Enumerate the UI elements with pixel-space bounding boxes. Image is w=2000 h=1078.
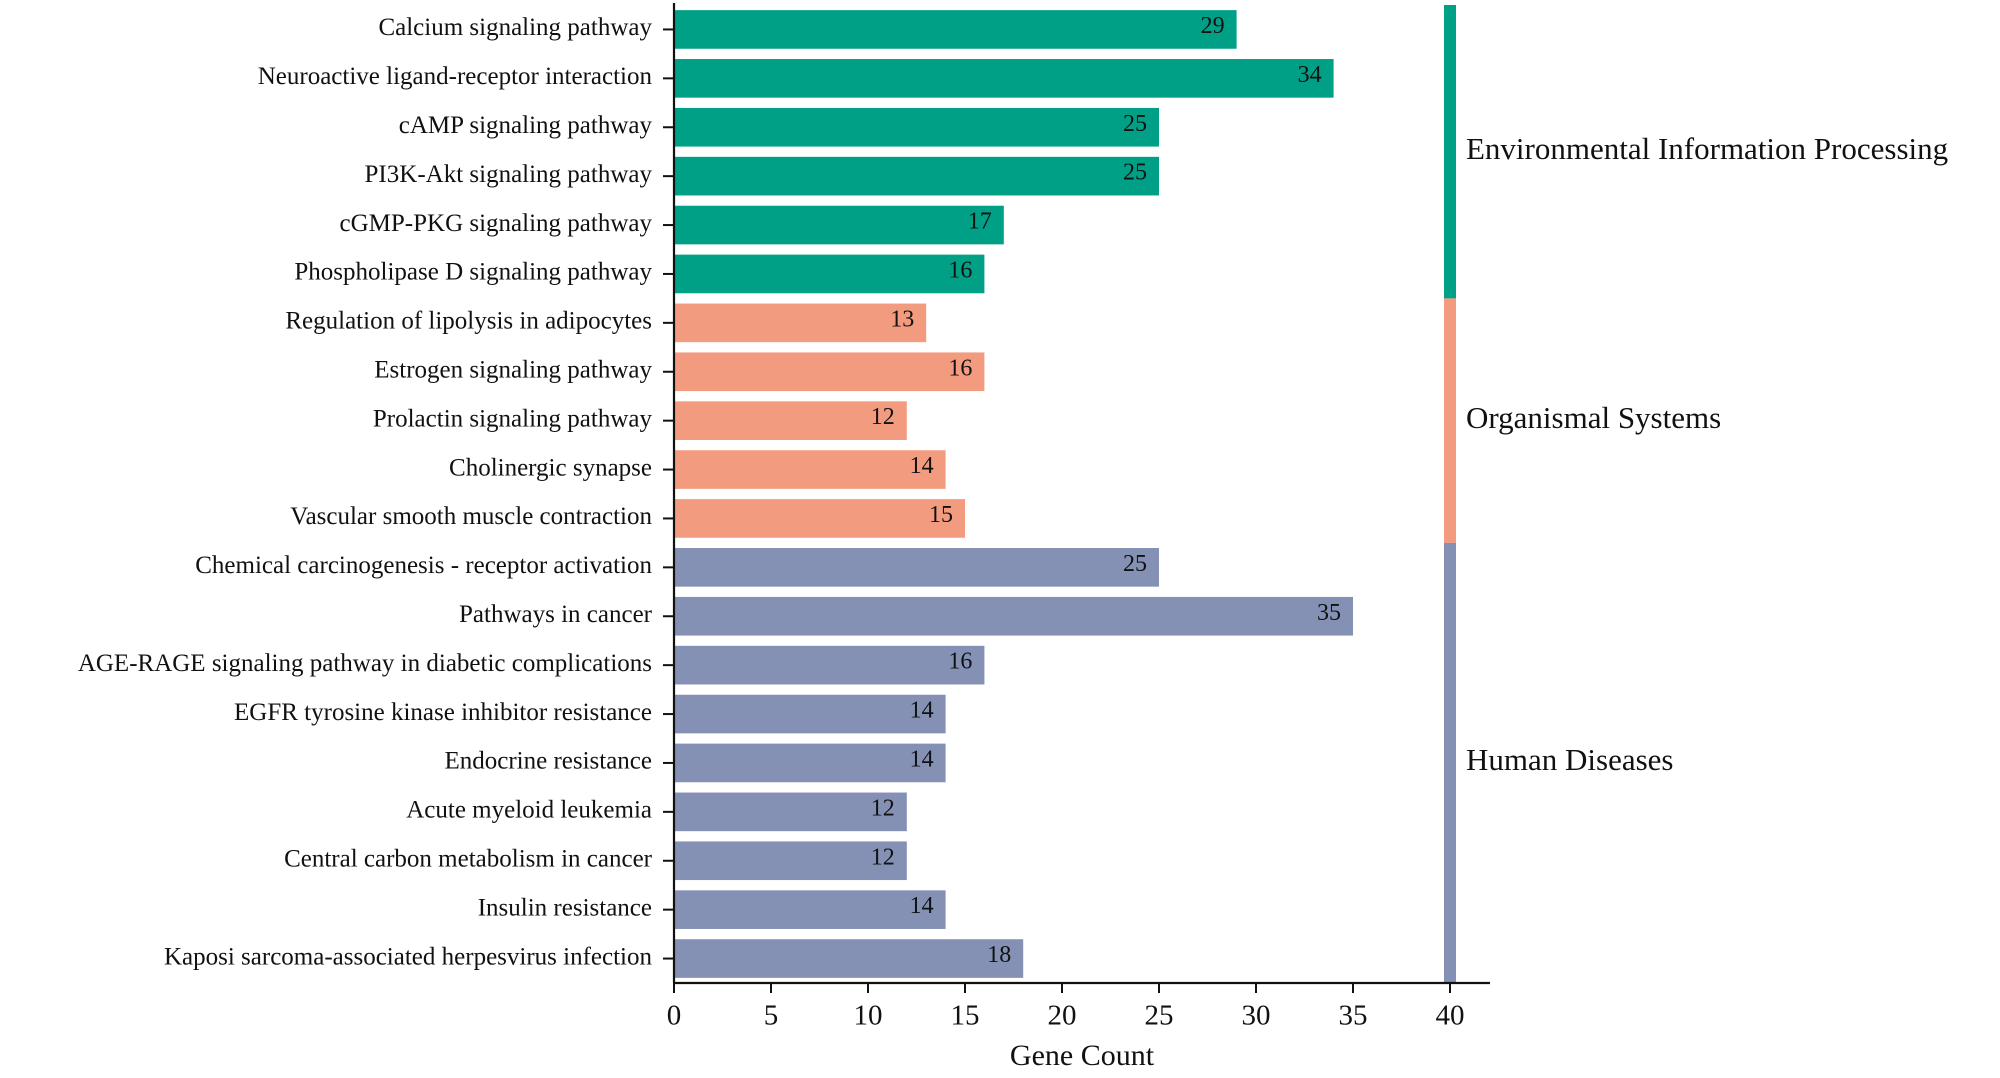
bar-value-label: 16 (948, 355, 972, 381)
bar (674, 694, 946, 734)
bar (674, 205, 1004, 245)
group-strip-segment (1444, 5, 1456, 299)
bar-value-label: 14 (910, 746, 934, 772)
bar (674, 890, 946, 929)
bar-value-label: 25 (1123, 160, 1147, 186)
x-tick-label: 15 (951, 1000, 980, 1032)
group-strip-segment (1444, 542, 1456, 983)
y-tick-label: Calcium signaling pathway (378, 14, 652, 41)
y-ticks-layer (663, 28, 674, 960)
bar-value-label: 16 (948, 649, 972, 675)
x-tick-label: 10 (854, 1000, 883, 1032)
bar-value-label: 34 (1298, 62, 1322, 88)
y-tick-label: Neuroactive ligand-receptor interaction (258, 63, 653, 90)
bar (674, 841, 907, 881)
group-label: Human Diseases (1466, 742, 1673, 777)
x-tick-label: 5 (764, 1000, 779, 1032)
bar-value-label: 25 (1123, 111, 1147, 137)
y-tick-label: EGFR tyrosine kinase inhibitor resistanc… (234, 699, 652, 726)
y-tick-label: Estrogen signaling pathway (374, 356, 652, 383)
bar-value-label: 15 (929, 502, 953, 528)
bar (674, 254, 985, 294)
bar-value-label: 12 (871, 844, 895, 870)
bar (674, 548, 1159, 587)
bar-value-label: 12 (871, 404, 895, 430)
bar (674, 352, 985, 392)
bar (674, 645, 985, 685)
x-axis-title: Gene Count (1010, 1039, 1155, 1072)
y-tick-label: Kaposi sarcoma-associated herpesvirus in… (164, 943, 653, 970)
bar-value-label: 18 (987, 942, 1011, 968)
x-tick-label: 25 (1145, 1000, 1174, 1032)
bar (674, 59, 1334, 98)
group-strip-segment (1444, 298, 1456, 543)
y-tick-label: Cholinergic synapse (449, 454, 652, 481)
bar (674, 939, 1024, 978)
y-tick-label: AGE-RAGE signaling pathway in diabetic c… (78, 650, 652, 677)
bar-value-label: 13 (890, 306, 914, 332)
x-tick-label: 20 (1048, 1000, 1077, 1032)
bar-value-label: 17 (968, 209, 992, 235)
category-labels-layer: Calcium signaling pathway Neuroactive lig… (78, 14, 653, 970)
x-tick-label: 40 (1436, 1000, 1465, 1032)
y-tick-label: Regulation of lipolysis in adipocytes (285, 308, 652, 335)
y-tick-label: cAMP signaling pathway (399, 112, 653, 139)
bar (674, 792, 907, 832)
bar-value-label: 12 (871, 795, 895, 821)
y-tick-label: Prolactin signaling pathway (373, 405, 653, 432)
bar-value-label: 29 (1201, 13, 1225, 39)
x-ticks-layer: 0 5 10 15 20 25 30 35 40 (667, 983, 1465, 1032)
y-tick-label: cGMP-PKG signaling pathway (340, 210, 653, 237)
group-strip-layer (1444, 5, 1456, 983)
x-tick-label: 30 (1242, 1000, 1271, 1032)
y-tick-label: Endocrine resistance (444, 748, 652, 775)
bar (674, 450, 946, 489)
bar (674, 10, 1237, 49)
bar-value-label: 14 (910, 698, 934, 724)
y-tick-label: PI3K-Akt signaling pathway (365, 161, 653, 188)
value-labels-layer: 29 34 25 25 17 16 13 16 12 14 15 25 35 16 14 14 12 12 14 18 (871, 13, 1341, 968)
bar-value-label: 14 (910, 893, 934, 919)
bars-layer (674, 10, 1353, 978)
x-tick-label: 0 (667, 1000, 682, 1032)
bar (674, 596, 1353, 636)
bar (674, 743, 946, 783)
bar-value-label: 16 (948, 257, 972, 283)
bar (674, 499, 965, 538)
y-tick-label: Insulin resistance (478, 894, 652, 921)
bar-value-label: 35 (1317, 600, 1341, 626)
bar-value-label: 14 (910, 453, 934, 479)
group-labels-layer: Environmental Information Processing Orga… (1466, 131, 1948, 777)
y-tick-label: Chemical carcinogenesis - receptor activ… (195, 552, 652, 579)
y-tick-label: Vascular smooth muscle contraction (290, 503, 652, 530)
y-tick-label: Central carbon metabolism in cancer (284, 845, 653, 872)
bar-value-label: 25 (1123, 551, 1147, 577)
y-tick-label: Acute myeloid leukemia (406, 797, 652, 824)
x-tick-label: 35 (1339, 1000, 1368, 1032)
group-label: Environmental Information Processing (1466, 131, 1948, 166)
bar (674, 303, 927, 343)
y-tick-label: Phospholipase D signaling pathway (294, 259, 652, 286)
y-tick-label: Pathways in cancer (459, 601, 653, 628)
bar (674, 156, 1159, 196)
group-label: Organismal Systems (1466, 400, 1721, 435)
bar (674, 401, 907, 440)
bar (674, 107, 1159, 147)
